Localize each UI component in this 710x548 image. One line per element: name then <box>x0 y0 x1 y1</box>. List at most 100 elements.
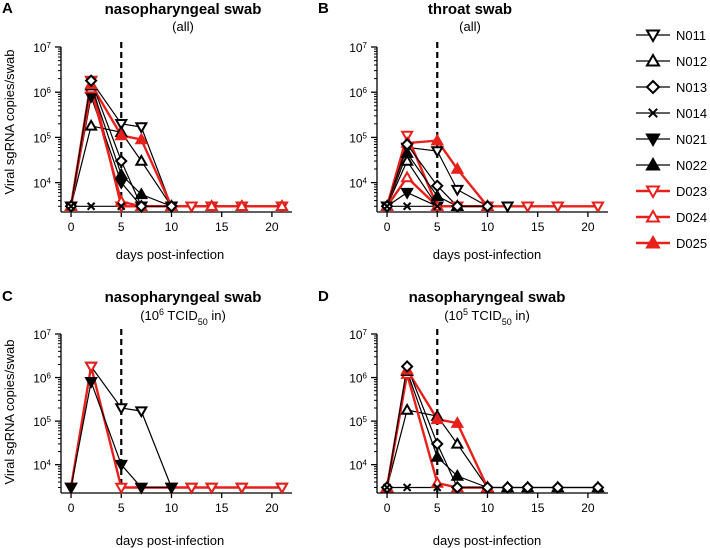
y-tick-label: 107 <box>33 41 51 56</box>
x-tick-label: 20 <box>265 220 279 234</box>
legend-marker-n022 <box>645 156 661 171</box>
y-tick-label: 107 <box>349 328 367 343</box>
data-point-n013 <box>430 179 444 193</box>
data-point-n012 <box>134 154 149 166</box>
data-point-n014 <box>66 202 76 211</box>
data-point-d024 <box>235 199 249 212</box>
x-tick-label: 0 <box>68 220 75 234</box>
legend-label-n022: N022 <box>676 158 707 173</box>
y-tick-label: 104 <box>33 176 51 191</box>
data-point-n013 <box>400 360 414 373</box>
y-tick-label: 107 <box>33 328 51 343</box>
y-tick-label: 107 <box>349 41 367 56</box>
data-point-d023 <box>591 201 605 214</box>
panel-b-plot: 0 5 10 15 20 104 105 106 107 <box>349 41 608 234</box>
data-point-n011 <box>430 146 444 159</box>
data-point-d025 <box>450 416 465 428</box>
x-tick-label: 0 <box>384 501 391 515</box>
panel-d-subtitle: (105 TCID50 in) <box>444 307 530 327</box>
data-point-n013 <box>591 481 605 494</box>
data-point-d025 <box>114 128 128 141</box>
x-tick-label: 20 <box>581 501 595 515</box>
legend-marker-d025 <box>645 234 661 249</box>
data-point-d025 <box>430 133 444 146</box>
panel-a-title: nasopharyngeal swab <box>105 1 262 18</box>
data-point-n012 <box>84 118 98 131</box>
panel-a-xlabel: days post-infection <box>116 247 224 262</box>
data-point-n012 <box>400 402 414 415</box>
x-tick-label: 10 <box>481 220 495 234</box>
y-tick-label: 106 <box>33 371 51 386</box>
data-point-n014 <box>433 202 442 211</box>
x-tick-label: 15 <box>531 501 545 515</box>
panel-c-plot: 0 5 10 15 20 104 105 106 107 <box>33 328 292 515</box>
data-point-n011 <box>134 406 149 419</box>
data-point-n021 <box>164 482 179 495</box>
data-point-n011 <box>500 201 515 214</box>
panel-a-plot: 0 5 10 15 20 104 105 106 107 <box>33 41 292 234</box>
data-point-n011 <box>450 184 465 197</box>
legend-label-d023: D023 <box>676 184 707 199</box>
panel-c-xlabel: days post-infection <box>116 533 224 548</box>
panel-b-label: B <box>318 0 329 17</box>
y-tick-label: 104 <box>349 176 367 191</box>
data-point-d025 <box>450 161 465 174</box>
y-tick-label: 106 <box>33 86 51 101</box>
x-tick-label: 10 <box>165 220 179 234</box>
data-point-n022 <box>430 189 444 201</box>
data-point-d024 <box>275 199 289 212</box>
panel-b-xlabel: days post-infection <box>433 247 541 262</box>
legend-marker-n012 <box>645 52 661 67</box>
y-tick-label: 106 <box>349 371 367 386</box>
legend-label-n012: N012 <box>676 54 707 69</box>
data-point-d023 <box>84 361 98 374</box>
legend-label-n013: N013 <box>676 80 707 95</box>
data-point-n013 <box>481 199 494 213</box>
data-point-n021 <box>84 377 98 389</box>
y-tick-label: 106 <box>349 86 367 101</box>
data-point-n022 <box>114 167 128 180</box>
panel-d-subtitle-prefix: (10 <box>444 308 463 323</box>
data-point-n011 <box>134 122 149 135</box>
data-point-d025 <box>430 412 444 425</box>
panel-d-xlabel: days post-infection <box>433 533 541 548</box>
panel-b-subtitle: (all) <box>459 19 481 34</box>
series-line-n011 <box>70 364 282 489</box>
data-point-n011 <box>114 119 128 131</box>
panel-c-subtitle: (106 TCID50 in) <box>140 307 226 327</box>
data-point-d023 <box>184 201 199 214</box>
series-line-d023 <box>385 131 598 208</box>
x-tick-label: 0 <box>384 220 391 234</box>
data-point-n013 <box>521 481 535 494</box>
data-point-n021 <box>64 482 78 495</box>
data-point-n014 <box>382 483 392 492</box>
data-point-d025 <box>134 132 149 145</box>
data-point-n021 <box>134 482 149 495</box>
x-tick-label: 15 <box>215 220 229 234</box>
x-tick-label: 20 <box>581 220 595 234</box>
series-line-d024 <box>69 88 282 208</box>
legend-marker-n014 <box>648 108 658 118</box>
data-point-n014 <box>382 202 392 211</box>
data-point-n014 <box>402 202 412 211</box>
panel-d-subtitle-sub: 50 <box>502 317 512 327</box>
data-point-n013 <box>501 481 514 494</box>
panel-c-label: C <box>2 288 13 305</box>
legend-marker-d023 <box>645 185 661 200</box>
series-line-d023 <box>69 366 282 489</box>
data-point-n014 <box>402 483 412 492</box>
x-tick-label: 5 <box>434 501 441 515</box>
x-tick-label: 20 <box>265 501 279 515</box>
x-tick-label: 15 <box>531 220 545 234</box>
data-point-n013 <box>165 199 178 213</box>
data-point-n013 <box>400 137 414 151</box>
series-line-n012 <box>386 409 598 489</box>
x-tick-label: 5 <box>434 220 441 234</box>
panel-c-subtitle-mid: TCID <box>164 308 198 323</box>
data-point-n011 <box>114 403 128 416</box>
data-point-d024 <box>400 170 414 183</box>
data-point-n022 <box>430 449 444 462</box>
data-point-n013 <box>430 437 444 451</box>
series-line-d023 <box>69 80 282 208</box>
